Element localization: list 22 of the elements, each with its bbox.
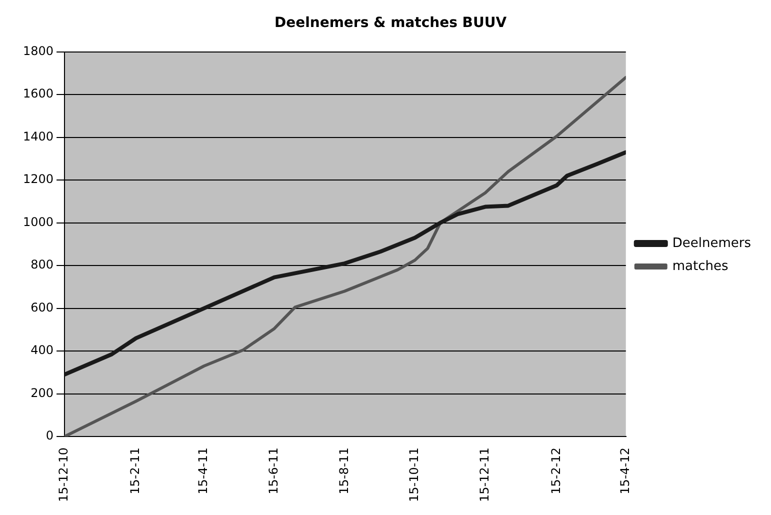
x-tick-label: 15-8-11 (336, 448, 351, 494)
y-tick-label: 600 (30, 300, 54, 314)
x-tick-label: 15-12-10 (56, 448, 71, 502)
chart-title: Deelnemers & matches BUUV (274, 15, 507, 32)
legend-label: matches (672, 258, 728, 274)
y-tick-label: 200 (30, 386, 54, 400)
y-tick-label: 800 (30, 258, 54, 272)
legend-label: Deelnemers (672, 236, 752, 251)
y-tick-label: 1400 (22, 129, 54, 144)
x-tick-label: 15-2-12 (548, 448, 563, 494)
y-tick-label: 1200 (22, 172, 54, 186)
y-tick-label: 400 (30, 343, 54, 358)
y-tick-label: 1000 (22, 214, 54, 229)
x-tick-label: 15-12-11 (477, 448, 492, 502)
x-tick-label: 15-2-11 (128, 448, 142, 494)
x-tick-label: 15-10-11 (407, 448, 422, 502)
y-tick-label: 0 (46, 428, 54, 443)
y-tick-label: 1800 (22, 44, 54, 58)
x-tick-label: 15-4-12 (618, 448, 632, 494)
x-tick-label: 15-6-11 (266, 448, 280, 494)
y-tick-label: 1600 (22, 86, 54, 101)
x-tick-label: 15-4-11 (196, 448, 210, 494)
